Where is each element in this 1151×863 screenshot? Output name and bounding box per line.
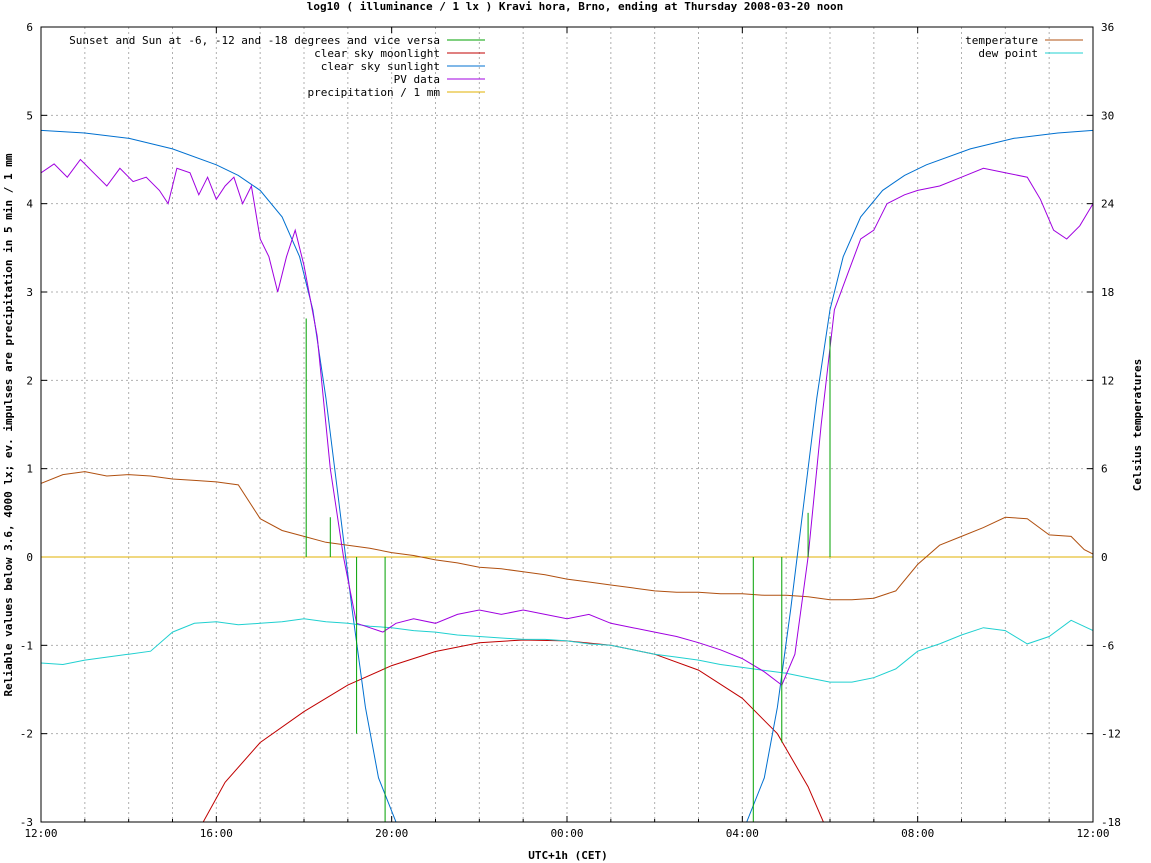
chart-title: log10 ( illuminance / 1 lx ) Kravi hora,… bbox=[307, 0, 843, 13]
y-tick-label: 5 bbox=[26, 109, 33, 122]
x-tick-label: 08:00 bbox=[901, 827, 934, 840]
x-tick-label: 04:00 bbox=[726, 827, 759, 840]
series-line-pv-data bbox=[41, 158, 1093, 686]
plot-frame bbox=[40, 26, 1094, 823]
y2-tick-label: 6 bbox=[1101, 463, 1108, 476]
y2-tick-label: -6 bbox=[1101, 639, 1114, 652]
y2-tick-label: 24 bbox=[1101, 198, 1115, 211]
y-tick-label: -2 bbox=[20, 728, 33, 741]
x-tick-label: 12:00 bbox=[1076, 827, 1109, 840]
y-tick-label: 2 bbox=[26, 374, 33, 387]
y2-tick-label: -18 bbox=[1101, 816, 1121, 829]
y2-tick-label: 18 bbox=[1101, 286, 1114, 299]
x-tick-label: 12:00 bbox=[24, 827, 57, 840]
x-tick-label: 20:00 bbox=[375, 827, 408, 840]
series-line-clear-sky-moonlight bbox=[202, 639, 824, 822]
y2-tick-label: -12 bbox=[1101, 728, 1121, 741]
y2-tick-label: 0 bbox=[1101, 551, 1108, 564]
y2-tick-label: 12 bbox=[1101, 374, 1114, 387]
legend-label: dew point bbox=[978, 47, 1038, 60]
x-tick-label: 00:00 bbox=[550, 827, 583, 840]
series-line-dew-point bbox=[41, 618, 1093, 683]
series-line-temperature bbox=[41, 471, 1093, 601]
legend-label: PV data bbox=[394, 73, 440, 86]
y2-tick-label: 36 bbox=[1101, 21, 1114, 34]
legend-label: Sunset and Sun at -6, -12 and -18 degree… bbox=[69, 34, 440, 47]
y-axis-label: Reliable values below 3.6, 4000 lx; ev. … bbox=[2, 153, 15, 696]
x-tick-label: 16:00 bbox=[200, 827, 233, 840]
y-tick-label: 3 bbox=[26, 286, 33, 299]
y-tick-label: 6 bbox=[26, 21, 33, 34]
legend-left: Sunset and Sun at -6, -12 and -18 degree… bbox=[69, 34, 485, 99]
x-axis-label: UTC+1h (CET) bbox=[528, 849, 607, 862]
y-tick-label: -1 bbox=[20, 639, 33, 652]
series-sunset-and-sun-at-6-12-and-18-degrees-and-vice-versa bbox=[305, 318, 831, 822]
y-tick-label: -3 bbox=[20, 816, 33, 829]
y-tick-label: 4 bbox=[26, 198, 33, 211]
legend-label: clear sky sunlight bbox=[321, 60, 440, 73]
series-layer bbox=[41, 129, 1093, 822]
y-tick-label: 0 bbox=[26, 551, 33, 564]
legend-label: clear sky moonlight bbox=[314, 47, 440, 60]
legend-label: temperature bbox=[965, 34, 1038, 47]
y2-tick-label: 30 bbox=[1101, 109, 1114, 122]
series-line-clear-sky-sunlight bbox=[41, 129, 1093, 822]
legend-label: precipitation / 1 mm bbox=[308, 86, 441, 99]
y-tick-label: 1 bbox=[26, 463, 33, 476]
y2-axis-label: Celsius temperatures bbox=[1131, 359, 1144, 491]
axis-labels: 12:00 16:00 20:00 00:00 04:00 08:00 12:00-3-2-… bbox=[20, 21, 1121, 840]
